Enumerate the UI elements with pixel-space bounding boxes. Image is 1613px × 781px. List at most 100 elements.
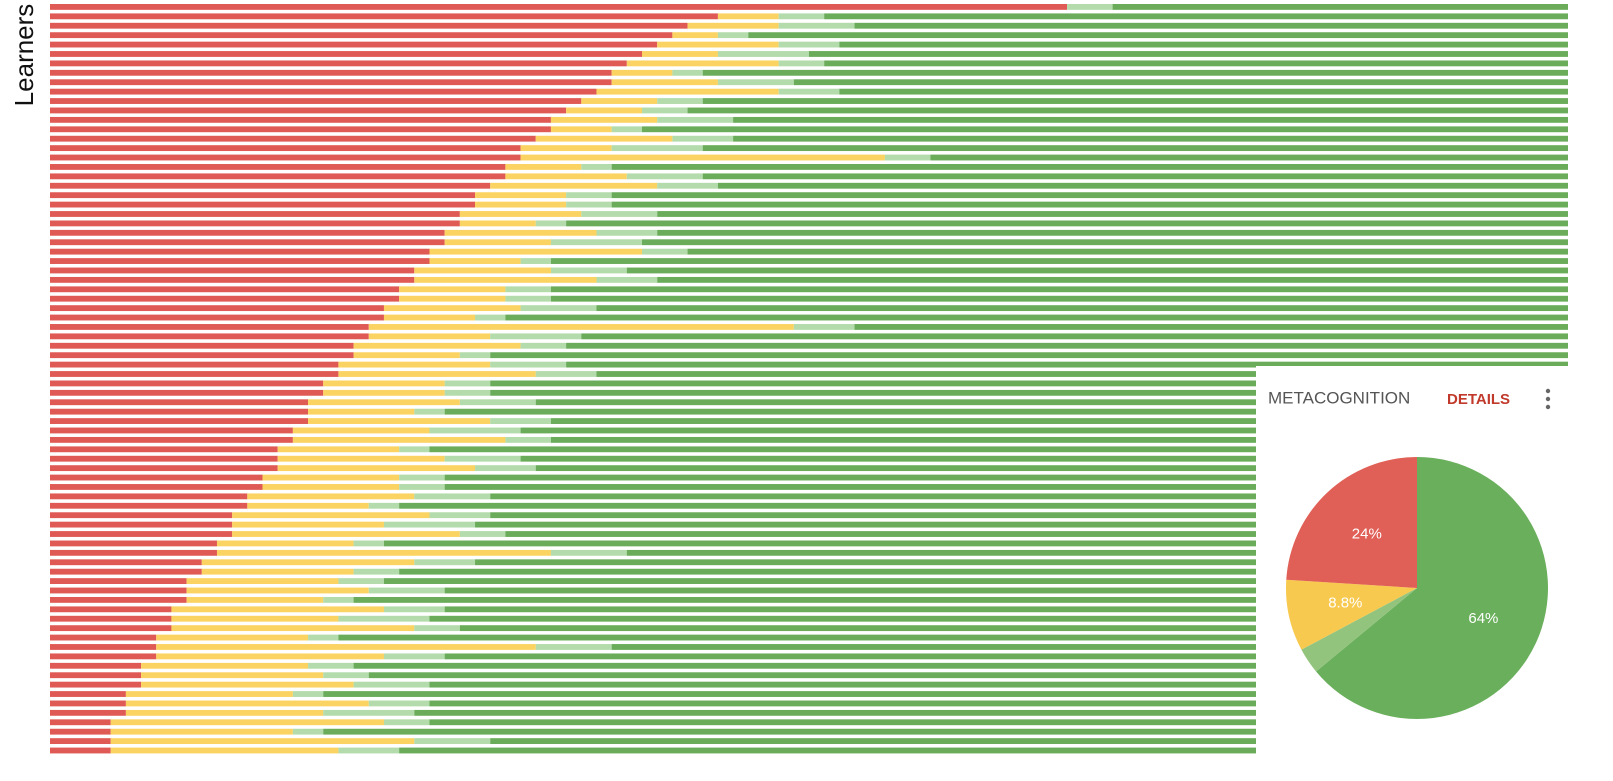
bar-segment	[50, 719, 111, 726]
bar-segment	[50, 13, 718, 20]
bar-segment	[50, 182, 491, 189]
bar-segment	[687, 107, 1568, 114]
bar-segment	[657, 211, 1568, 217]
details-button[interactable]: DETAILS	[1447, 391, 1510, 408]
bar-segment	[672, 135, 734, 142]
bar-segment	[550, 258, 1568, 264]
bar-segment	[247, 493, 415, 500]
bar-segment	[50, 615, 172, 622]
bar-segment	[642, 248, 688, 255]
bar-segment	[308, 662, 354, 669]
bar-segment	[353, 596, 1569, 603]
bar-segment	[50, 267, 415, 274]
bar-segment	[550, 267, 627, 274]
bar-segment	[414, 738, 491, 745]
bar-segment	[520, 145, 612, 152]
bar-segment	[50, 41, 658, 48]
bar-segment	[50, 51, 643, 57]
bar-segment	[50, 276, 415, 283]
bar-segment	[550, 418, 1568, 424]
bar-segment	[50, 220, 460, 227]
bar-segment	[429, 512, 491, 519]
bar-segment	[399, 474, 445, 481]
bar-segment	[110, 719, 384, 726]
bar-segment	[338, 615, 430, 622]
bar-segment	[778, 13, 825, 20]
bar-segment	[50, 173, 506, 180]
bar-segment	[50, 399, 309, 406]
bar-segment	[50, 587, 187, 594]
bar-segment	[1112, 4, 1568, 10]
bar-segment	[733, 135, 1568, 142]
bar-segment	[50, 512, 233, 519]
bar-segment	[50, 201, 476, 208]
bar-segment	[550, 239, 643, 246]
bar-segment	[323, 672, 369, 679]
bar-segment	[216, 540, 354, 547]
bar-segment	[50, 135, 536, 142]
bar-segment	[50, 4, 1068, 10]
bar-segment	[672, 69, 703, 76]
bar-segment	[292, 691, 324, 697]
bar-segment	[535, 220, 567, 227]
bar-segment	[854, 324, 1568, 330]
bar-segment	[793, 324, 855, 330]
bar-segment	[702, 69, 1568, 76]
bar-segment	[429, 700, 1568, 707]
bar-segment	[429, 719, 1568, 726]
bar-segment	[566, 342, 1568, 349]
bar-segment	[292, 728, 324, 735]
bar-segment	[490, 333, 582, 340]
bar-segment	[459, 625, 1568, 632]
bar-segment	[201, 568, 354, 575]
bar-segment	[125, 700, 369, 707]
bar-segment	[277, 446, 400, 453]
bar-segment	[535, 399, 1568, 406]
bar-segment	[368, 587, 445, 594]
bar-segment	[566, 361, 1568, 368]
bar-segment	[657, 41, 779, 48]
bar-segment	[611, 126, 643, 133]
bar-segment	[50, 549, 217, 556]
bar-segment	[50, 324, 369, 330]
bar-segment	[505, 314, 1568, 321]
bar-segment	[50, 484, 263, 490]
bar-segment	[50, 371, 339, 377]
bar-segment	[383, 653, 445, 660]
bar-segment	[383, 719, 430, 726]
bar-segment	[778, 88, 840, 95]
bar-segment	[50, 568, 202, 575]
bar-segment	[368, 333, 491, 340]
bar-segment	[475, 559, 1568, 566]
menu-button[interactable]	[1545, 388, 1551, 410]
bar-segment	[657, 229, 1568, 236]
bar-segment	[308, 418, 491, 424]
bar-segment	[505, 295, 551, 302]
y-axis-label: Learners	[9, 4, 39, 107]
bar-segment	[50, 239, 445, 246]
bar-segment	[171, 606, 384, 613]
bar-segment	[1067, 4, 1113, 10]
bar-segment	[232, 512, 430, 519]
bar-segment	[581, 333, 1568, 340]
bar-segment	[399, 295, 506, 302]
bar-segment	[50, 540, 217, 547]
bar-segment	[50, 596, 187, 603]
bar-segment	[930, 154, 1568, 161]
slice-label: 8.8%	[1328, 595, 1362, 612]
bar-segment	[520, 455, 1568, 462]
bar-segment	[50, 333, 369, 340]
bar-segment	[444, 408, 1569, 415]
bar-segment	[50, 436, 293, 443]
bar-segment	[50, 154, 521, 161]
bar-segment	[50, 691, 126, 697]
bar-segment	[141, 672, 324, 679]
bar-segment	[50, 418, 309, 424]
bar-segment	[809, 51, 1568, 57]
bar-segment	[353, 352, 460, 359]
bar-segment	[50, 427, 293, 434]
bar-segment	[505, 286, 551, 293]
bar-segment	[50, 314, 384, 321]
bar-segment	[50, 653, 157, 660]
bar-segment	[626, 267, 1568, 274]
